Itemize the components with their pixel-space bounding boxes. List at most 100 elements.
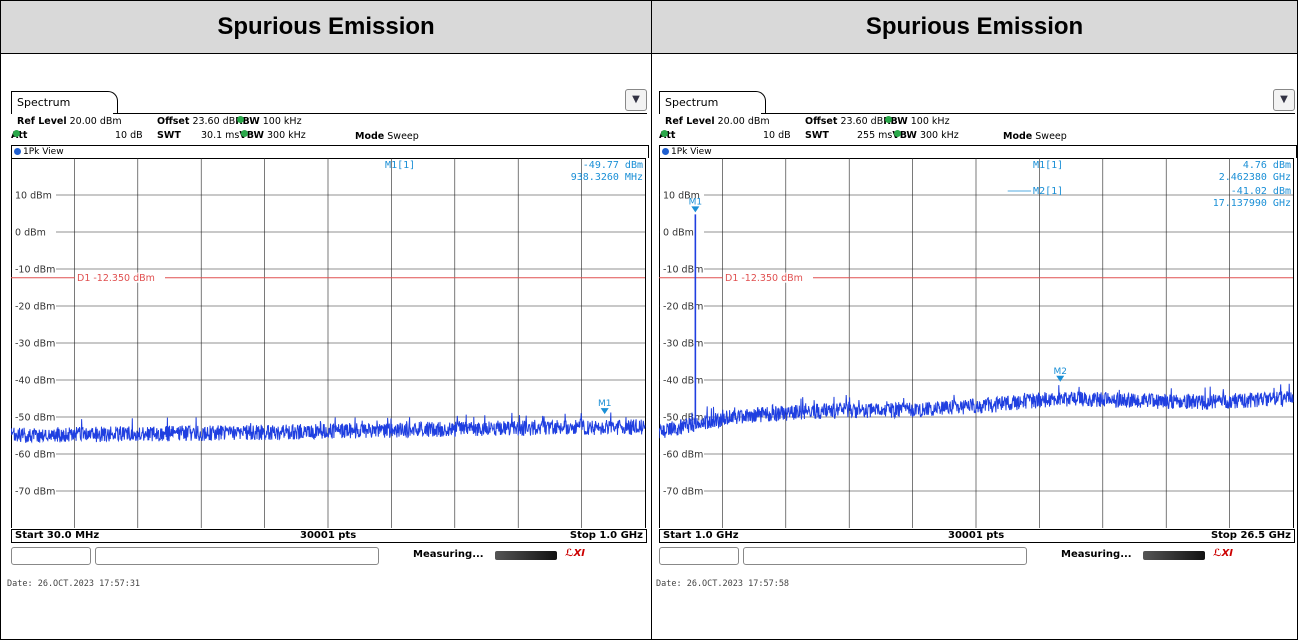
marker-readout-value: -41.02 dBm xyxy=(1231,186,1291,197)
tick-label-bg xyxy=(660,226,704,237)
y-tick-label: 0 dBm xyxy=(15,228,46,239)
status-dot-icon xyxy=(241,130,249,137)
tick-label-bg xyxy=(660,411,704,422)
tab-underline xyxy=(113,113,647,114)
ref-level-value: 20.00 dBm xyxy=(69,116,122,127)
panel-heading: Spurious Emission xyxy=(652,1,1297,54)
y-tick-label: -50 dBm xyxy=(15,413,55,424)
spectrum-tab[interactable]: Spectrum xyxy=(659,91,766,114)
y-tick-label: 10 dBm xyxy=(15,191,52,202)
status-field[interactable] xyxy=(95,547,379,565)
y-tick-label: -60 dBm xyxy=(663,450,703,461)
spectrum-plot: 10 dBm 0 dBm -10 dBm -20 dBm -30 dBm -40 dBm -… xyxy=(11,158,646,528)
progress-bar xyxy=(495,551,557,560)
marker-triangle-icon xyxy=(691,206,700,213)
spectrum-trace xyxy=(659,383,1294,439)
stop-frequency: Stop 26.5 GHz xyxy=(1210,530,1291,541)
status-field[interactable] xyxy=(659,547,739,565)
tick-label-bg xyxy=(12,411,56,422)
mode-label: Mode xyxy=(1003,131,1033,142)
tick-label-bg xyxy=(12,485,56,496)
marker-readout-frequency: 17.137990 GHz xyxy=(1213,198,1291,209)
panel-left: Spurious Emission Spectrum ▼ Ref Level 2… xyxy=(1,1,652,639)
status-dot-icon xyxy=(885,116,893,123)
swt-value: 30.1 ms xyxy=(201,130,240,141)
status-dot-icon xyxy=(237,116,245,123)
y-tick-label: -40 dBm xyxy=(15,376,55,387)
view-label: 1Pk View xyxy=(11,145,649,158)
status-bar: Measuring... ℒXI xyxy=(11,545,647,565)
trace-dot-icon xyxy=(14,147,21,155)
tick-label-bg xyxy=(660,337,704,348)
tick-label-bg xyxy=(660,263,704,274)
setting-params: Ref Level 20.00 dBm Offset 23.60 dB RBW 1… xyxy=(11,115,647,145)
y-tick-label: 0 dBm xyxy=(663,228,694,239)
tick-label-bg xyxy=(660,485,704,496)
device-icon[interactable]: ▼ xyxy=(1273,89,1295,111)
status-field[interactable] xyxy=(11,547,91,565)
tab-underline xyxy=(761,113,1295,114)
display-line-label-bg xyxy=(75,272,165,283)
display-line-label: D1 -12.350 dBm xyxy=(725,273,803,284)
marker-readout-frequency: 2.462380 GHz xyxy=(1219,172,1291,183)
tick-label-bg xyxy=(660,448,704,459)
plot-footer: Start 30.0 MHz 30001 pts Stop 1.0 GHz xyxy=(11,529,647,543)
swt-label: SWT xyxy=(157,130,181,141)
capture-date: Date: 26.OCT.2023 17:57:31 xyxy=(7,579,141,589)
tick-label-bg xyxy=(12,337,56,348)
panel-right: Spurious Emission Spectrum ▼ Ref Level 2… xyxy=(652,1,1297,639)
view-name: 1Pk View xyxy=(23,147,64,157)
marker-label: M2 xyxy=(1053,367,1067,377)
tick-label-bg xyxy=(12,448,56,459)
ref-level-label: Ref Level xyxy=(17,116,67,127)
offset-label: Offset xyxy=(157,116,190,127)
plot-footer: Start 1.0 GHz 30001 pts Stop 26.5 GHz xyxy=(659,529,1295,543)
spectrum-trace xyxy=(11,412,646,444)
device-icon[interactable]: ▼ xyxy=(625,89,647,111)
vbw-value: 300 kHz xyxy=(266,130,306,141)
marker-readout-value: -49.77 dBm xyxy=(583,160,643,171)
marker-readout-name: M2[1] xyxy=(1033,186,1063,197)
panel-heading: Spurious Emission xyxy=(1,1,651,54)
ref-level-label: Ref Level xyxy=(665,116,715,127)
marker-readout-name: M1[1] xyxy=(385,160,415,171)
y-tick-label: 10 dBm xyxy=(663,191,700,202)
analyzer-screen: Spectrum ▼ Ref Level 20.00 dBm Offset 23… xyxy=(11,89,649,569)
status-dot-icon xyxy=(661,130,668,137)
y-tick-label: -30 dBm xyxy=(663,339,703,350)
rbw-value: 100 kHz xyxy=(910,116,950,127)
progress-bar xyxy=(1143,551,1205,560)
tick-label-bg xyxy=(12,226,56,237)
mode-label: Mode xyxy=(355,131,385,142)
spectrum-tab[interactable]: Spectrum xyxy=(11,91,118,114)
view-label: 1Pk View xyxy=(659,145,1297,158)
tick-label-bg xyxy=(660,300,704,311)
marker-triangle-icon xyxy=(600,408,609,415)
swt-value: 255 ms xyxy=(857,130,893,141)
measuring-status: Measuring... xyxy=(413,549,484,560)
att-value: 10 dB xyxy=(763,130,791,141)
stop-frequency: Stop 1.0 GHz xyxy=(569,530,643,541)
start-frequency: Start 30.0 MHz xyxy=(15,530,100,541)
swt-label: SWT xyxy=(805,130,829,141)
sweep-points: 30001 pts xyxy=(300,530,357,541)
status-bar: Measuring... ℒXI xyxy=(659,545,1295,565)
y-tick-label: -60 dBm xyxy=(15,450,55,461)
marker-label: M1 xyxy=(689,197,703,207)
offset-value: 23.60 dB xyxy=(192,116,236,127)
tick-label-bg xyxy=(12,300,56,311)
y-tick-label: -30 dBm xyxy=(15,339,55,350)
lxi-icon: ℒXI xyxy=(565,548,585,559)
trace-dot-icon xyxy=(662,147,669,155)
rbw-value: 100 kHz xyxy=(262,116,302,127)
rbw-label: RBW xyxy=(235,116,260,127)
y-tick-label: -20 dBm xyxy=(15,302,55,313)
lxi-icon: ℒXI xyxy=(1213,548,1233,559)
status-field[interactable] xyxy=(743,547,1027,565)
tick-label-bg xyxy=(660,374,704,385)
y-tick-label: -70 dBm xyxy=(663,487,703,498)
display-line-label: D1 -12.350 dBm xyxy=(77,273,155,284)
ref-level-value: 20.00 dBm xyxy=(717,116,770,127)
att-value: 10 dB xyxy=(115,130,143,141)
